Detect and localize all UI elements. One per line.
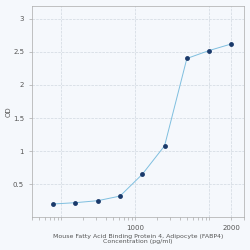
Point: [74, 201, 78, 205]
X-axis label: Mouse Fatty Acid Binding Protein 4, Adipocyte (FABP4)
Concentration (pg/ml): Mouse Fatty Acid Binding Protein 4, Adip…: [53, 234, 223, 244]
Y-axis label: OD: OD: [6, 106, 12, 117]
Point: [96, 199, 100, 203]
Point: [185, 56, 189, 60]
Point: [51, 202, 55, 206]
Point: [230, 42, 234, 46]
Point: [207, 48, 211, 52]
Point: [140, 172, 144, 176]
Point: [118, 194, 122, 198]
Point: [162, 144, 166, 148]
